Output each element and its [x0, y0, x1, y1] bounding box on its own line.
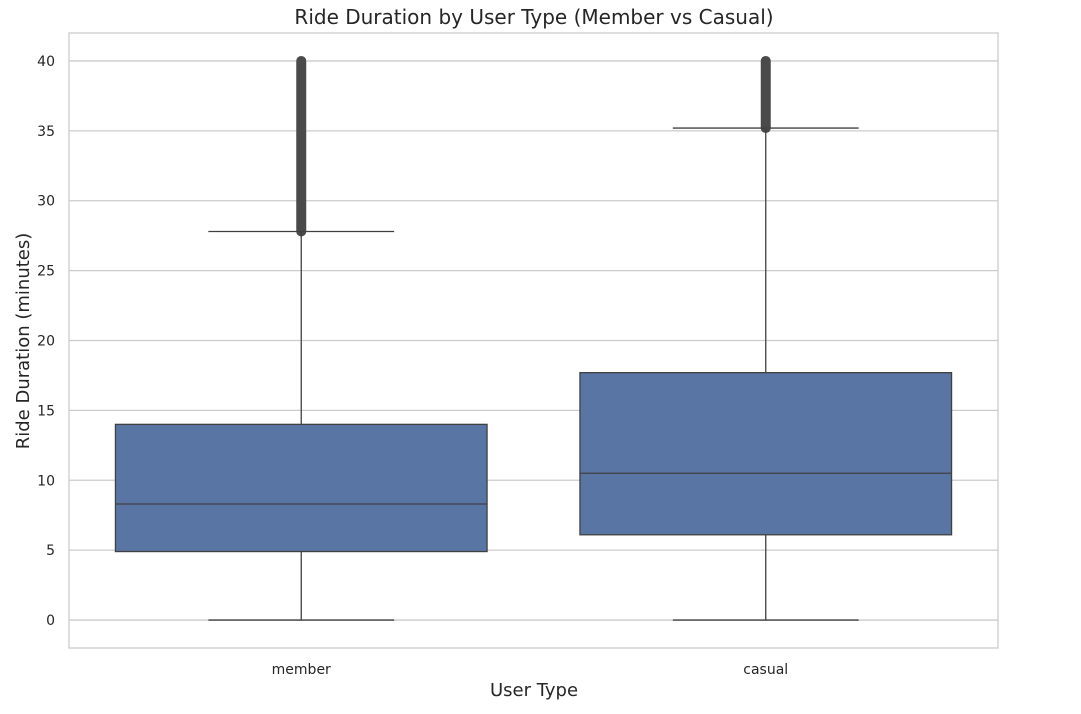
plot-frame: [68, 32, 999, 649]
y-tick-label: 35: [37, 124, 55, 140]
y-tick-label: 5: [46, 543, 55, 559]
y-tick-label: 0: [46, 613, 55, 629]
x-tick-label: member: [272, 662, 331, 678]
boxes: [114, 55, 953, 621]
y-axis-label: Ride Duration (minutes): [13, 233, 34, 450]
iqr-box: [579, 371, 953, 536]
y-tick-label: 30: [37, 194, 55, 210]
y-tick-label: 10: [37, 473, 55, 489]
y-tick-label: 15: [37, 403, 55, 419]
x-axis-ticks: member casual: [272, 662, 789, 678]
y-tick-label: 40: [37, 54, 55, 70]
x-axis-label: User Type: [490, 680, 578, 701]
chart-title: Ride Duration by User Type (Member vs Ca…: [294, 5, 773, 29]
y-tick-label: 25: [37, 264, 55, 280]
box-group-casual: [579, 55, 953, 621]
y-tick-label: 20: [37, 334, 55, 350]
iqr-box: [114, 423, 488, 553]
box-group-member: [114, 55, 488, 621]
x-tick-label: casual: [743, 662, 788, 678]
y-axis-ticks: 0 5 10 15 20 25 30 35 40: [37, 54, 55, 629]
